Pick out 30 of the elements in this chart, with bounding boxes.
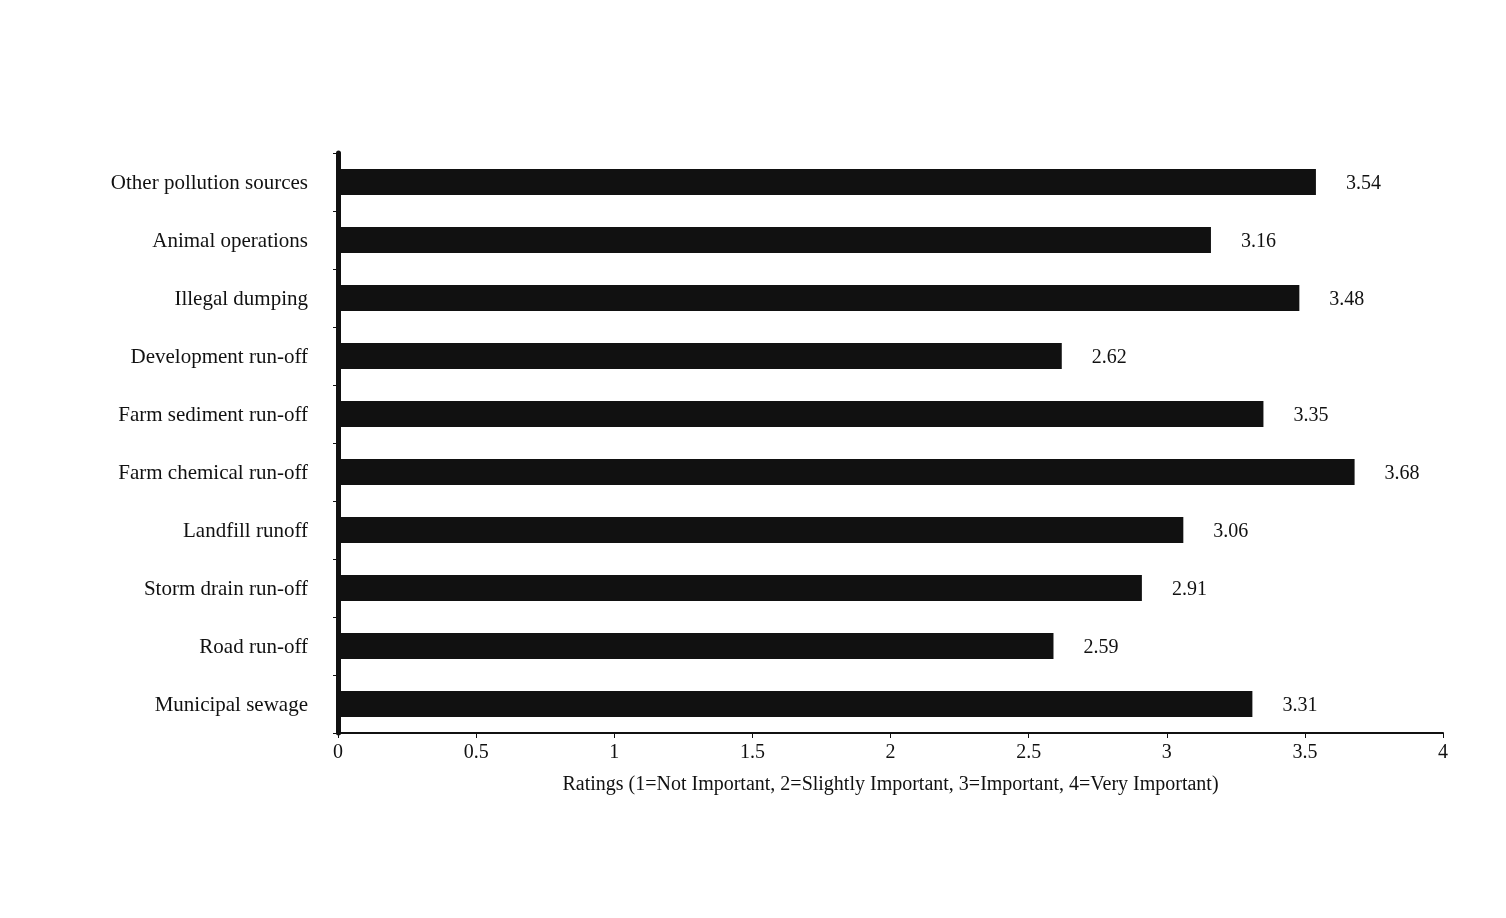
data-label: 3.06 — [1213, 519, 1249, 541]
data-label: 3.35 — [1293, 403, 1329, 425]
data-label: 2.62 — [1091, 345, 1127, 367]
y-tick-label: Farm chemical run-off — [118, 460, 308, 484]
data-label: 2.91 — [1171, 577, 1207, 599]
x-tick-label: 0.5 — [463, 740, 489, 762]
x-tick-label: 4 — [1438, 740, 1448, 762]
y-tick-label: Road run-off — [199, 634, 309, 658]
data-label: 3.54 — [1345, 171, 1381, 193]
x-tick-label: 3.5 — [1292, 740, 1318, 762]
x-tick-label: 1 — [609, 740, 620, 762]
data-label: 3.31 — [1282, 693, 1318, 715]
y-tick-label: Other pollution sources — [110, 170, 308, 194]
y-tick-label: Farm sediment run-off — [118, 402, 308, 426]
y-tick-label: Illegal dumping — [174, 286, 309, 310]
y-tick-label: Municipal sewage — [154, 692, 308, 716]
data-label: 3.48 — [1329, 287, 1365, 309]
y-tick-label: Development run-off — [130, 344, 308, 368]
x-axis-title: Ratings (1=Not Important, 2=Slightly Important, 3=Important, 4=Very Important) — [562, 772, 1219, 795]
x-tick-label: 1.5 — [739, 740, 765, 762]
y-tick-label: Animal operations — [152, 228, 308, 252]
x-tick-label: 2.5 — [1016, 740, 1042, 762]
data-label: 3.68 — [1384, 461, 1420, 483]
y-tick-label: Storm drain run-off — [143, 576, 308, 600]
x-tick-label: 0 — [333, 740, 343, 762]
x-tick-label: 2 — [885, 740, 896, 762]
data-label: 3.16 — [1240, 229, 1276, 251]
x-tick-label: 3 — [1161, 740, 1172, 762]
y-tick-label: Landfill runoff — [183, 518, 308, 542]
data-label: 2.59 — [1083, 635, 1119, 657]
